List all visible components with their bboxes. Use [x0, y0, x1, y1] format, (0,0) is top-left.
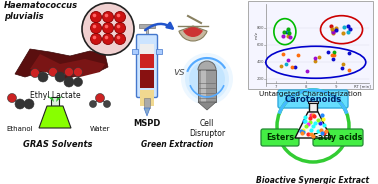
Wedge shape — [183, 26, 203, 37]
Text: Esters: Esters — [266, 133, 294, 142]
Circle shape — [105, 25, 108, 28]
Circle shape — [15, 99, 25, 109]
Wedge shape — [179, 26, 207, 41]
Polygon shape — [198, 102, 216, 110]
Bar — [140, 54, 154, 68]
Text: GRAS Solvents: GRAS Solvents — [23, 140, 93, 149]
Circle shape — [105, 14, 108, 17]
Circle shape — [102, 11, 113, 22]
Circle shape — [90, 22, 102, 33]
Bar — [144, 98, 150, 108]
Text: Carotenoids: Carotenoids — [284, 95, 342, 103]
Bar — [248, 1, 373, 89]
FancyBboxPatch shape — [313, 129, 363, 146]
Bar — [140, 44, 154, 54]
Bar — [132, 49, 138, 54]
Text: Untargeted Characterization: Untargeted Characterization — [259, 91, 362, 97]
FancyBboxPatch shape — [136, 35, 158, 98]
Circle shape — [96, 93, 104, 102]
Circle shape — [115, 33, 125, 45]
Circle shape — [115, 11, 125, 22]
Circle shape — [115, 22, 125, 33]
Circle shape — [38, 72, 48, 82]
Circle shape — [31, 68, 39, 77]
Circle shape — [90, 11, 102, 22]
Circle shape — [55, 72, 65, 82]
Bar — [156, 49, 162, 54]
Polygon shape — [56, 96, 63, 102]
Polygon shape — [47, 96, 54, 102]
Circle shape — [93, 36, 96, 39]
Circle shape — [117, 14, 120, 17]
Bar — [308, 101, 318, 103]
Text: 800: 800 — [257, 26, 264, 30]
Circle shape — [117, 36, 120, 39]
Circle shape — [102, 22, 113, 33]
Bar — [51, 97, 59, 106]
Circle shape — [185, 57, 229, 101]
Circle shape — [93, 25, 96, 28]
Text: 9: 9 — [335, 85, 337, 89]
Text: Bioactive Synergic Extract: Bioactive Synergic Extract — [256, 176, 370, 184]
Circle shape — [104, 100, 110, 107]
Bar — [201, 70, 206, 102]
FancyBboxPatch shape — [278, 90, 348, 108]
Circle shape — [90, 33, 102, 45]
Text: 400: 400 — [257, 60, 264, 64]
Circle shape — [24, 99, 34, 109]
Circle shape — [73, 68, 82, 77]
Text: Green Extraction: Green Extraction — [141, 140, 213, 149]
Bar — [198, 70, 216, 102]
Circle shape — [64, 77, 74, 87]
Circle shape — [8, 93, 17, 102]
Bar — [309, 102, 317, 112]
Text: Fatty acids: Fatty acids — [313, 133, 363, 142]
Circle shape — [181, 53, 233, 105]
Text: Cell
Disruptor: Cell Disruptor — [189, 119, 225, 138]
Text: 200: 200 — [257, 77, 264, 81]
Circle shape — [93, 14, 96, 17]
Circle shape — [48, 68, 57, 77]
Bar — [139, 24, 155, 28]
Text: Haematococcus
pluvialis: Haematococcus pluvialis — [4, 1, 78, 21]
FancyBboxPatch shape — [261, 129, 299, 146]
Text: MSPD: MSPD — [133, 119, 161, 128]
Circle shape — [105, 36, 108, 39]
Polygon shape — [295, 112, 331, 138]
Text: Ethyl Lactate: Ethyl Lactate — [30, 91, 80, 100]
Wedge shape — [198, 61, 216, 70]
Bar — [140, 90, 154, 106]
Text: 600: 600 — [257, 43, 264, 47]
Circle shape — [102, 33, 113, 45]
Circle shape — [90, 100, 96, 107]
Circle shape — [189, 61, 225, 97]
Circle shape — [65, 68, 73, 77]
Polygon shape — [15, 49, 108, 79]
Text: Ethanol: Ethanol — [7, 126, 33, 132]
Bar — [146, 28, 148, 36]
Circle shape — [117, 25, 120, 28]
Polygon shape — [144, 108, 150, 116]
Polygon shape — [39, 106, 71, 128]
Text: vs: vs — [173, 67, 185, 77]
Text: 7: 7 — [275, 85, 277, 89]
Polygon shape — [30, 54, 105, 77]
Text: RT [min]: RT [min] — [354, 84, 371, 88]
Text: m/z: m/z — [255, 32, 259, 39]
Text: 8: 8 — [305, 85, 307, 89]
Text: Water: Water — [90, 126, 110, 132]
Circle shape — [73, 77, 82, 86]
Bar — [140, 70, 154, 88]
Circle shape — [82, 3, 134, 55]
